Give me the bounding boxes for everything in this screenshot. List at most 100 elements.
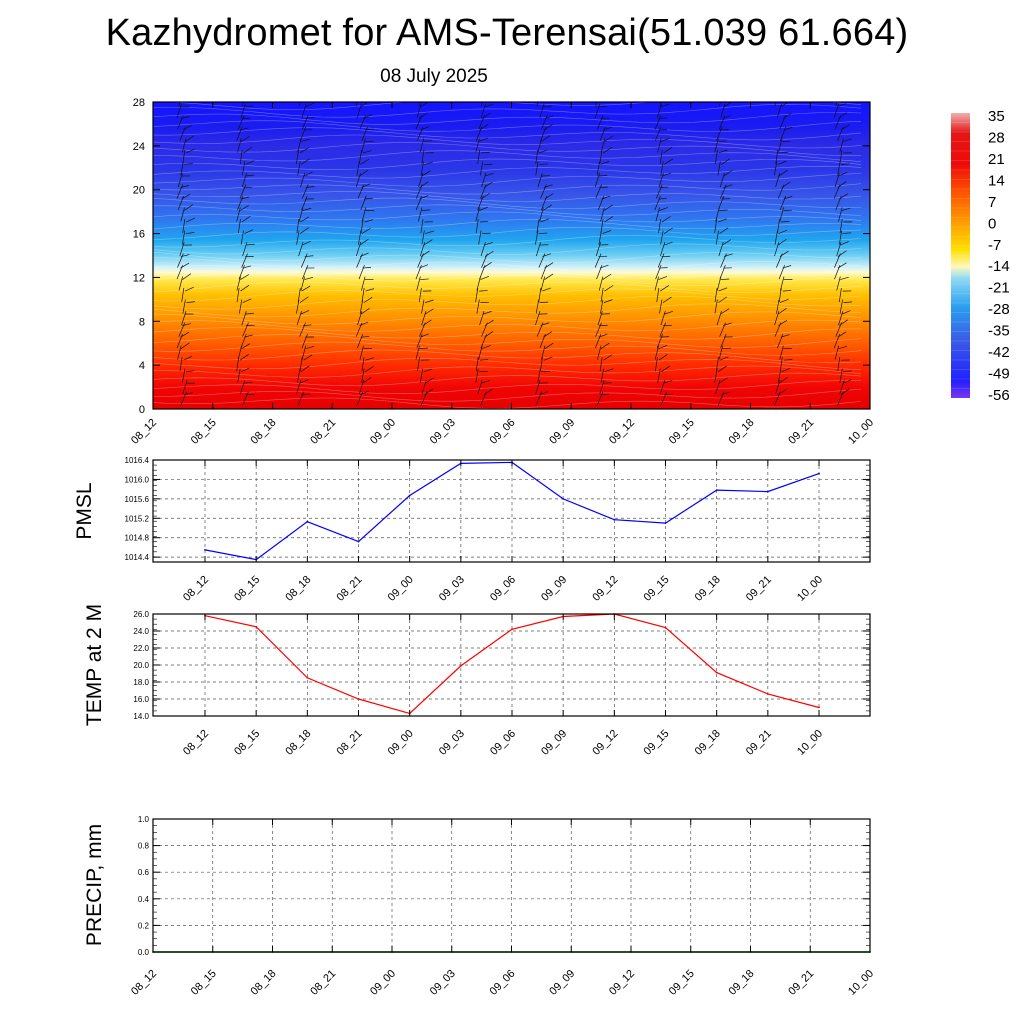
heatmap-x-tick-label: 09_00	[368, 417, 398, 447]
wind-barb-flag	[539, 391, 548, 396]
wind-barb-staff	[177, 172, 183, 188]
wind-barb-flag	[841, 207, 851, 211]
wind-barb-flag	[420, 250, 430, 257]
wind-barb-flag	[485, 172, 494, 177]
wind-barb-staff	[717, 161, 721, 176]
wind-barb-staff	[895, 369, 898, 383]
wind-barb-flag	[783, 359, 793, 361]
wind-barb-staff	[421, 299, 425, 314]
wind-barb-staff	[775, 172, 781, 188]
wind-barb-staff	[296, 380, 302, 395]
wind-barb-staff	[299, 322, 306, 337]
wind-barb-staff	[776, 299, 780, 314]
heatmap-x-tick-label: 08_12	[129, 417, 159, 447]
wind-barb-staff	[238, 299, 243, 314]
wind-barb-flag	[901, 331, 910, 337]
wind-barb-staff	[836, 241, 842, 257]
heatmap-contours	[153, 102, 862, 409]
wind-barb-staff	[481, 172, 487, 188]
wind-barb-staff	[894, 357, 896, 371]
wind-barb-flag	[240, 205, 249, 211]
wind-barb-flag	[482, 262, 492, 269]
wind-barb-flag	[779, 298, 789, 303]
temp-y-tick-label: 20.0	[133, 661, 149, 670]
wind-barb-flag	[783, 126, 793, 131]
wind-barb-staff	[896, 219, 898, 233]
wind-barb-flag	[245, 312, 254, 315]
wind-barb-flag	[242, 298, 252, 303]
precip-x-tick-label: 08_21	[308, 968, 338, 998]
heatmap-contour-line	[153, 273, 862, 287]
pmsl-x-tick-label: 08_15	[232, 574, 262, 604]
wind-barb-staff	[895, 346, 899, 360]
heatmap-contour-line	[153, 311, 862, 325]
wind-barb-staff	[714, 288, 718, 303]
colorbar-label: -28	[988, 301, 1010, 318]
wind-barb-staff	[539, 103, 545, 119]
wind-barb-flag	[603, 354, 613, 361]
wind-barb-flag	[424, 161, 434, 165]
wind-barb-staff	[659, 149, 663, 165]
wind-barb-flag	[841, 310, 851, 315]
wind-barb-staff	[180, 207, 185, 222]
wind-barb-staff	[360, 218, 364, 234]
wind-barb-staff	[839, 218, 843, 234]
pmsl-y-tick-label: 1016.0	[125, 475, 150, 484]
wind-barb-flag	[601, 195, 611, 200]
wind-barb-flag	[898, 193, 907, 199]
pmsl-x-tick-label: 08_12	[181, 574, 211, 604]
wind-barb-staff	[595, 102, 597, 107]
wind-barb-flag	[778, 229, 788, 234]
wind-barb-staff	[535, 149, 539, 165]
wind-barb-flag	[244, 229, 254, 234]
wind-barb-flag	[899, 115, 908, 119]
wind-barb-flag	[362, 266, 371, 269]
wind-barb-staff	[657, 253, 665, 268]
wind-barb-staff	[238, 264, 245, 280]
wind-barb-flag	[659, 207, 669, 211]
temp-y-tick-label: 22.0	[133, 644, 149, 653]
wind-barb-staff	[716, 357, 719, 372]
precip-x-tick-label: 10_00	[846, 968, 876, 998]
wind-barb-flag	[539, 163, 548, 165]
wind-barb-flag	[901, 151, 910, 153]
wind-barb-staff	[299, 102, 301, 107]
wind-barb-flag	[419, 181, 429, 188]
pmsl-x-tick-label: 09_21	[744, 574, 774, 604]
heatmap-x-tick-label: 10_00	[846, 417, 876, 447]
wind-barb-staff	[419, 102, 421, 107]
wind-barb-flag	[240, 274, 250, 280]
wind-barb-flag	[481, 192, 490, 200]
wind-barb-staff	[838, 311, 844, 326]
pmsl-y-tick-label: 1014.4	[125, 553, 150, 562]
wind-barb-flag	[184, 204, 194, 211]
wind-barb-flag	[721, 391, 731, 396]
heatmap-contour-line	[153, 165, 862, 179]
colorbar-label: -14	[988, 258, 1010, 275]
precip-x-tick-label: 08_15	[189, 968, 219, 998]
heatmap-contour-line	[153, 397, 862, 409]
pmsl-x-tick-label: 10_00	[795, 574, 825, 604]
wind-barb-flag	[778, 377, 788, 384]
wind-barb-flag	[543, 204, 552, 211]
wind-barb-staff	[302, 264, 309, 280]
wind-barb-flag	[543, 331, 553, 338]
wind-barb-staff	[301, 103, 307, 119]
wind-barb-flag	[305, 117, 315, 119]
wind-barb-flag	[362, 377, 372, 384]
wind-barb-flag	[241, 367, 250, 373]
wind-barb-flag	[899, 262, 908, 268]
wind-barb-flag	[840, 276, 849, 280]
wind-barb-staff	[475, 368, 479, 383]
wind-barb-flag	[718, 149, 728, 154]
wind-barb-staff	[178, 102, 181, 107]
heatmap-contour-line	[153, 150, 862, 162]
wind-barb-flag	[840, 124, 850, 131]
heatmap-contour-line	[153, 252, 861, 264]
wind-barb-staff	[898, 150, 900, 164]
wind-barb-flag	[837, 250, 847, 257]
wind-barb-staff	[176, 103, 182, 119]
wind-barb-staff	[835, 102, 837, 107]
wind-barb-flag	[359, 252, 369, 257]
wind-barb-staff	[480, 103, 486, 119]
